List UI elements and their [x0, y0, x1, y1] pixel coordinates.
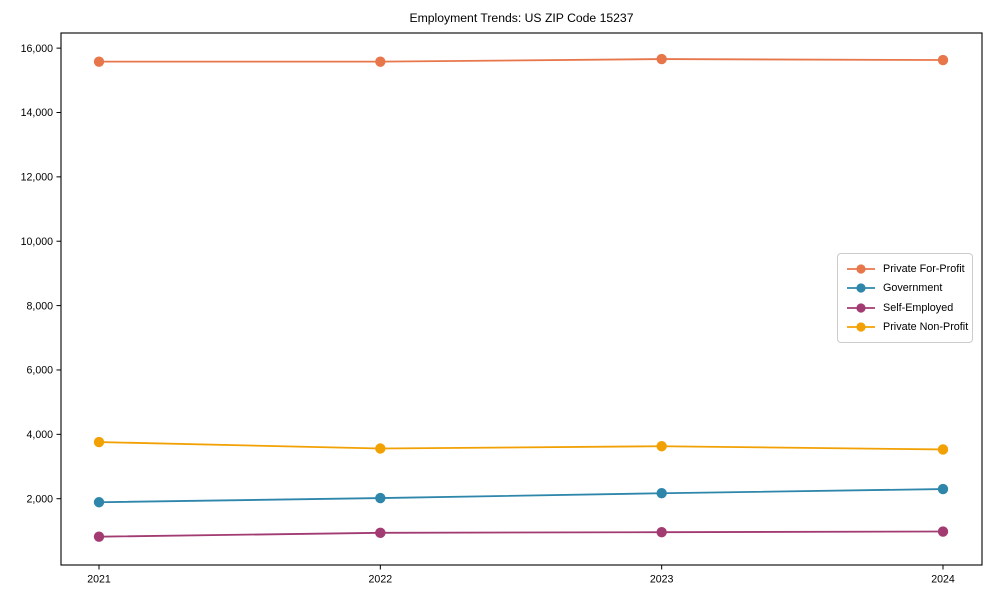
x-axis-tick-label: 2024 [931, 574, 955, 586]
data-point-self-employed-2024 [937, 526, 949, 537]
series-line-government [98, 488, 944, 504]
series-line-private-non-profit [98, 441, 944, 451]
series-line-private-for-profit [99, 58, 944, 63]
axes-frame [60, 32, 983, 566]
legend-label: Self-Employed [883, 301, 954, 314]
data-point-private-non-profit-2024 [937, 444, 949, 455]
data-point-private-non-profit-2021 [93, 436, 105, 448]
legend-label: Government [883, 282, 943, 295]
y-axis-tick-label: 16,000 [21, 43, 54, 55]
data-point-private-for-profit-2024 [937, 54, 949, 66]
x-axis-tick-label: 2022 [369, 574, 393, 586]
y-axis-tick-label: 8,000 [26, 300, 53, 312]
x-axis-tick-label: 2021 [87, 574, 111, 586]
legend-item-private-non-profit: Private Non-Profit [846, 318, 968, 338]
data-point-government-2024 [937, 483, 949, 495]
legend-line-marker-icon [847, 264, 875, 274]
legend: Private For-Profit Government Self-Emplo… [837, 253, 973, 343]
y-axis-tick-label: 6,000 [26, 365, 53, 377]
y-axis-tick-label: 14,000 [21, 107, 54, 119]
legend-item-self-employed: Self-Employed [846, 298, 964, 318]
y-axis-tick-label: 12,000 [21, 172, 54, 184]
y-axis-tick-label: 4,000 [26, 429, 53, 441]
data-point-private-non-profit-2022 [375, 443, 386, 454]
series-line-self-employed [98, 530, 944, 538]
legend-line-marker-icon [847, 283, 875, 293]
legend-item-government: Government [846, 279, 964, 299]
data-point-government-2021 [93, 497, 105, 508]
data-point-government-2022 [375, 492, 386, 504]
data-point-self-employed-2022 [375, 527, 386, 539]
data-point-private-non-profit-2023 [656, 441, 667, 452]
legend-line-marker-icon [847, 303, 875, 313]
data-point-private-for-profit-2021 [93, 56, 105, 67]
data-point-private-for-profit-2023 [656, 53, 667, 65]
y-axis-tick-label: 10,000 [21, 236, 54, 248]
legend-item-private-for-profit: Private For-Profit [846, 259, 965, 279]
chart-title: Employment Trends: US ZIP Code 15237 [409, 11, 634, 25]
data-point-private-for-profit-2022 [375, 56, 386, 67]
data-point-self-employed-2021 [93, 531, 105, 542]
legend-label: Private Non-Profit [883, 321, 969, 334]
data-point-self-employed-2023 [656, 526, 667, 538]
x-axis-tick-label: 2023 [650, 574, 674, 586]
y-axis-tick-label: 2,000 [26, 493, 53, 505]
legend-label: Private For-Profit [883, 262, 965, 275]
legend-line-marker-icon [847, 322, 875, 332]
data-point-government-2023 [656, 488, 667, 499]
